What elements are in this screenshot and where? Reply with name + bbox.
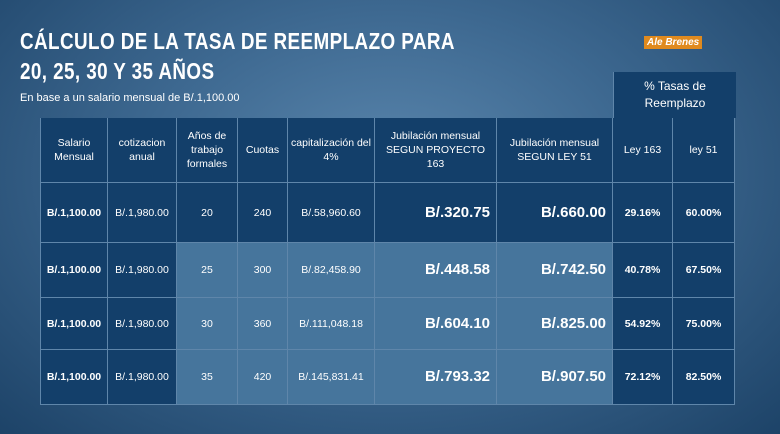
table-cell: B/.742.50 — [497, 243, 613, 298]
table-cell: B/.1,980.00 — [108, 350, 177, 405]
table-cell: B/.1,100.00 — [40, 183, 108, 243]
table-cell: B/.448.58 — [375, 243, 497, 298]
table-cell: B/.320.75 — [375, 183, 497, 243]
subtitle: En base a un salario mensual de B/.1,100… — [20, 92, 240, 104]
table-cell: 20 — [177, 183, 238, 243]
table-cell: 40.78% — [613, 243, 673, 298]
table-cell: B/.1,980.00 — [108, 243, 177, 298]
table-cell: B/.145,831.41 — [288, 350, 375, 405]
table-cell: Cuotas — [238, 118, 288, 183]
table-cell: 360 — [238, 298, 288, 350]
table-cell: B/.1,100.00 — [40, 243, 108, 298]
table-cell: 82.50% — [673, 350, 735, 405]
table-cell: 60.00% — [673, 183, 735, 243]
table-cell: B/.82,458.90 — [288, 243, 375, 298]
group-header: % Tasas de Reemplazo — [613, 72, 736, 118]
table-cell: 29.16% — [613, 183, 673, 243]
table-cell: 75.00% — [673, 298, 735, 350]
table-cell: Jubilación mensual SEGUN PROYECTO 163 — [375, 118, 497, 183]
table-cell: B/.793.32 — [375, 350, 497, 405]
table-cell: B/.907.50 — [497, 350, 613, 405]
table-cell: 300 — [238, 243, 288, 298]
table-cell: B/.1,100.00 — [40, 350, 108, 405]
table-cell: capitalización del 4% — [288, 118, 375, 183]
table-cell: 25 — [177, 243, 238, 298]
table-cell: B/.1,980.00 — [108, 183, 177, 243]
table-cell: B/.1,980.00 — [108, 298, 177, 350]
group-header-text: % Tasas de Reemplazo — [644, 79, 706, 110]
title: 20, 25, 30 Y 35 AÑOS — [20, 58, 215, 84]
table-cell: B/.58,960.60 — [288, 183, 375, 243]
table-cell: 72.12% — [613, 350, 673, 405]
table-cell: B/.660.00 — [497, 183, 613, 243]
table-cell: Jubilación mensual SEGUN LEY 51 — [497, 118, 613, 183]
table-cell: B/.604.10 — [375, 298, 497, 350]
table-cell: 240 — [238, 183, 288, 243]
table-cell: B/.1,100.00 — [40, 298, 108, 350]
table-cell: 67.50% — [673, 243, 735, 298]
table-cell: 420 — [238, 350, 288, 405]
table-cell: 54.92% — [613, 298, 673, 350]
table-cell: B/.111,048.18 — [288, 298, 375, 350]
table-cell: cotizacion anual — [108, 118, 177, 183]
table-cell: Años de trabajo formales — [177, 118, 238, 183]
table-cell: 35 — [177, 350, 238, 405]
table-cell: 30 — [177, 298, 238, 350]
table-cell: Ley 163 — [613, 118, 673, 183]
table-cell: Salario Mensual — [40, 118, 108, 183]
title: CÁLCULO DE LA TASA DE REEMPLAZO PARA — [20, 28, 455, 54]
logo: Ale Brenes — [644, 36, 703, 49]
table-cell: ley 51 — [673, 118, 735, 183]
table-cell: B/.825.00 — [497, 298, 613, 350]
